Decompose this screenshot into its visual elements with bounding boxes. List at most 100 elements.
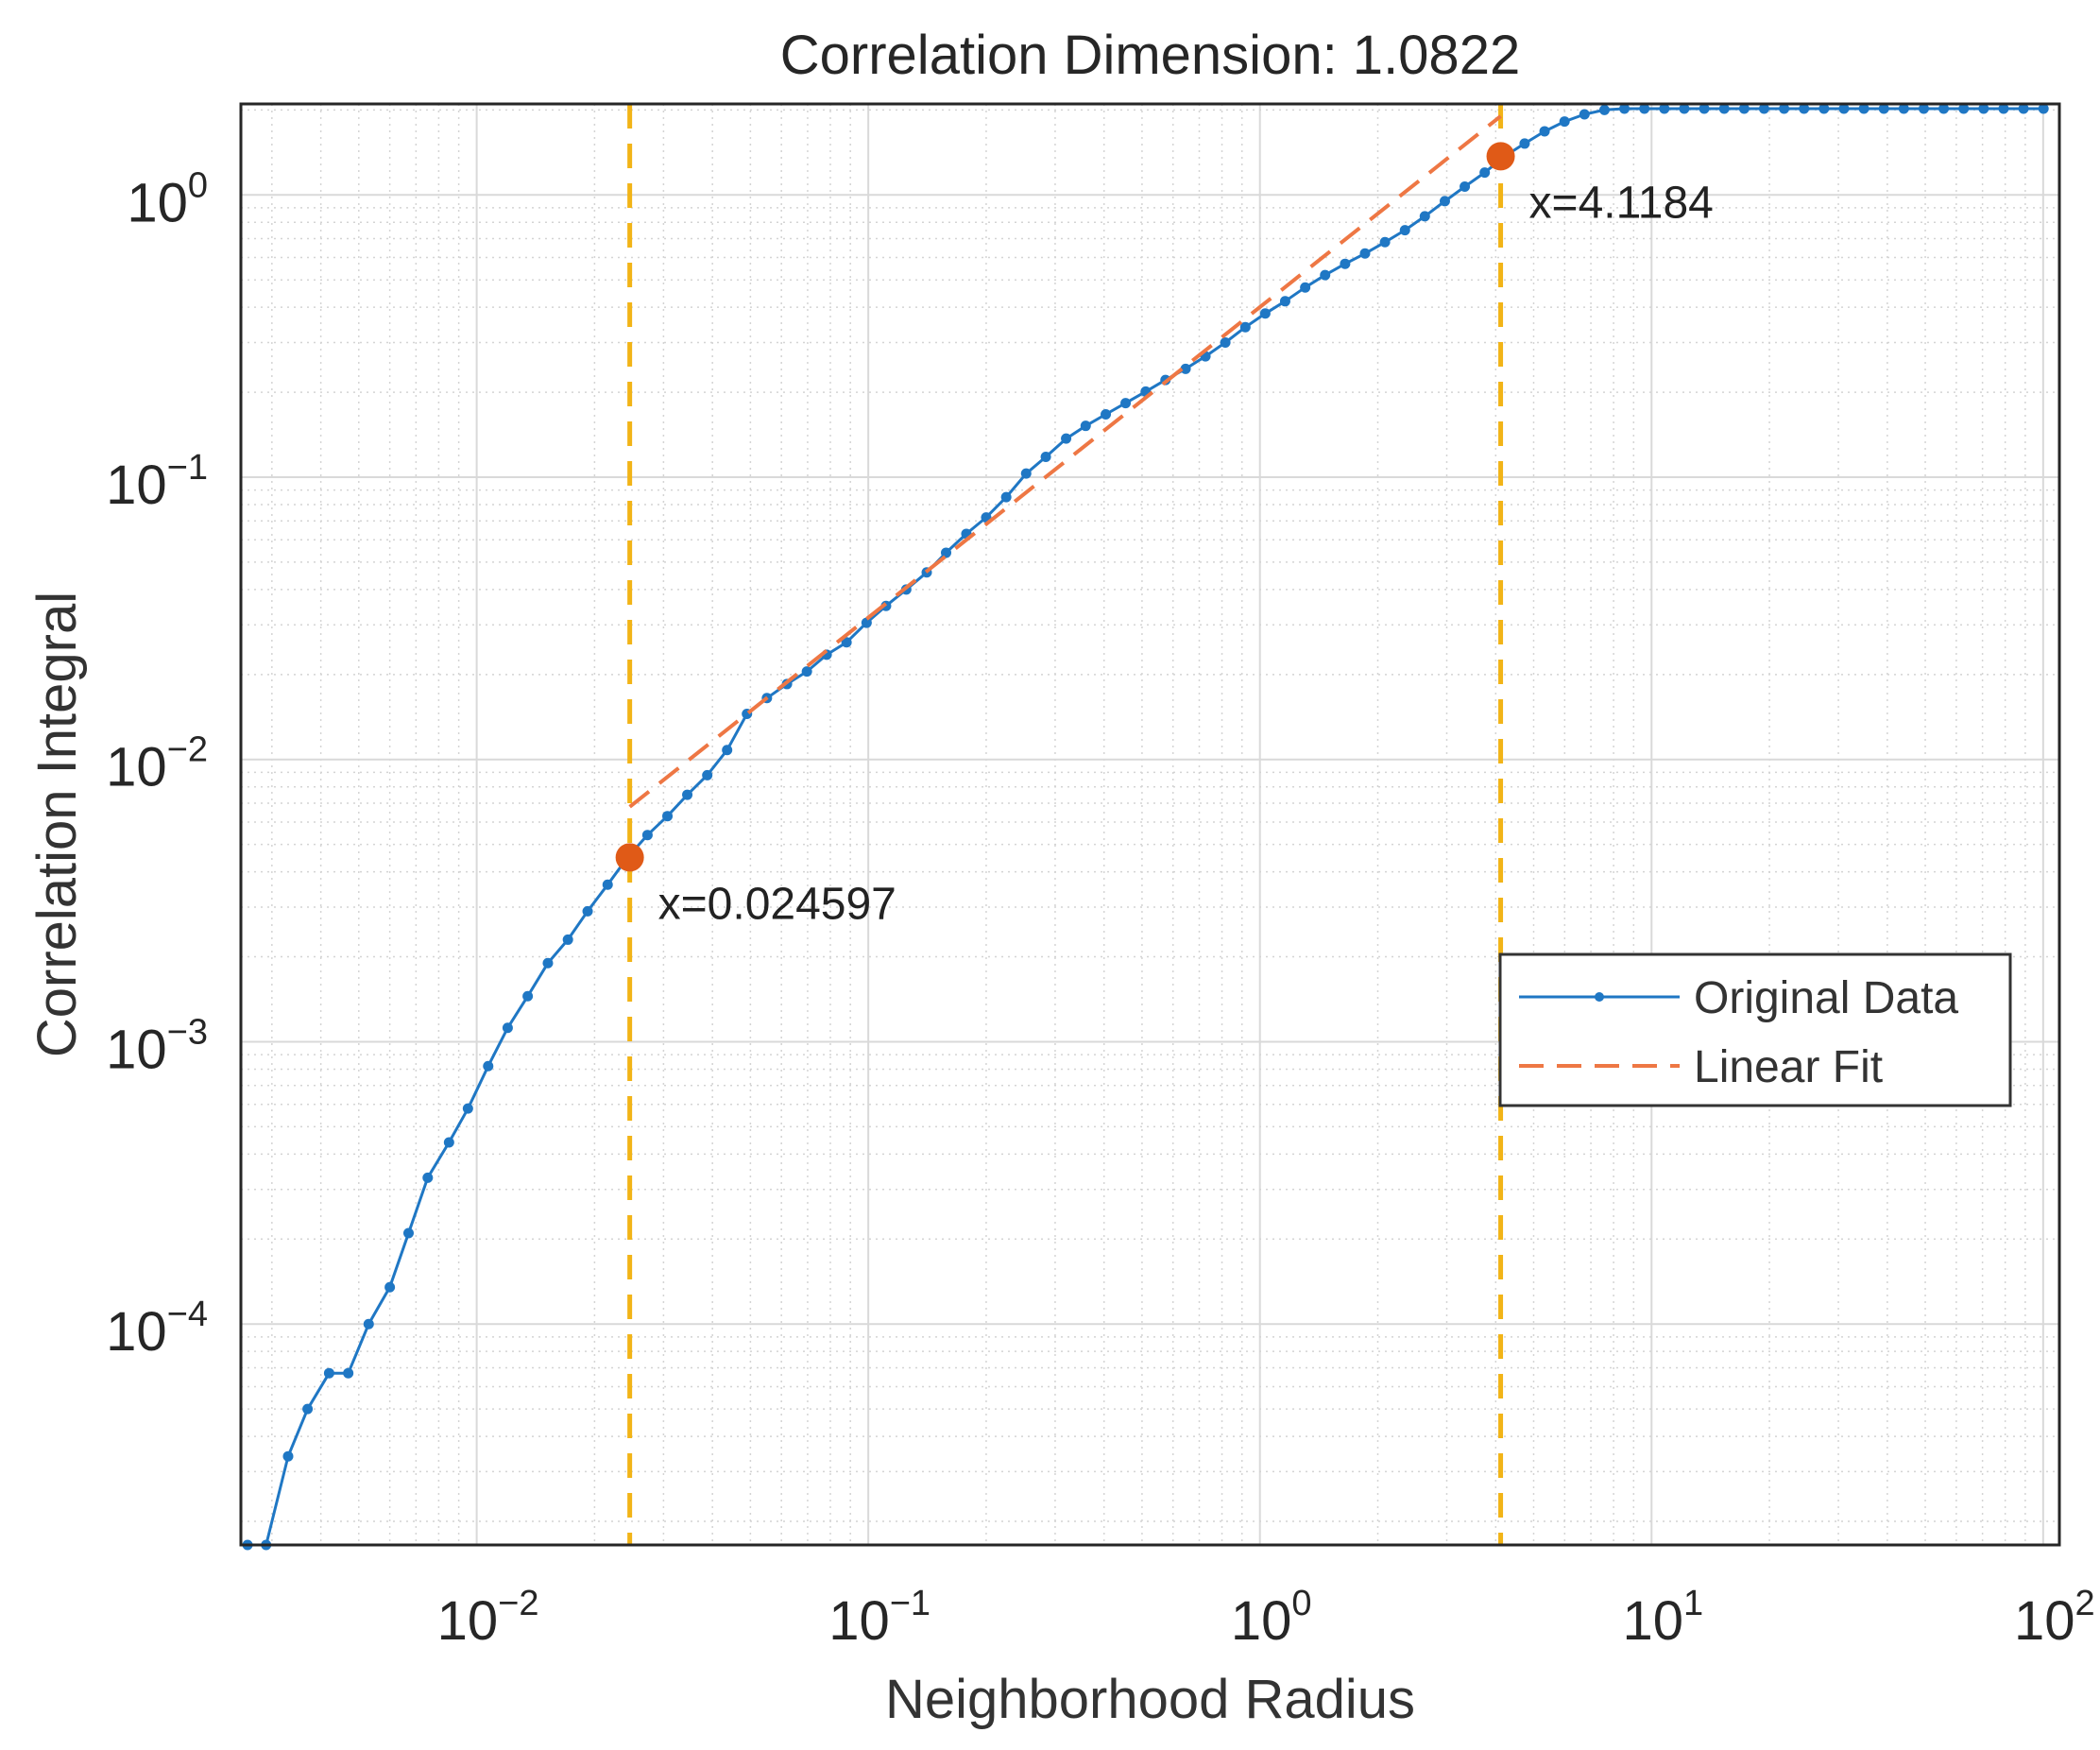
data-point (1419, 211, 1430, 222)
data-point (323, 1367, 334, 1379)
data-point (2018, 103, 2029, 114)
x-axis-label: Neighborhood Radius (885, 1669, 1415, 1730)
data-point (1738, 103, 1750, 114)
data-point (1818, 103, 1830, 114)
legend: Original Data Linear Fit (1498, 952, 2012, 1107)
y-axis-label: Correlation Integral (26, 592, 88, 1057)
y-tick-label: 10−3 (106, 1012, 208, 1080)
x-tick-label: 10−2 (437, 1584, 539, 1652)
marker-label-1: x=0.024597 (658, 879, 896, 929)
data-point (502, 1022, 513, 1034)
data-point (1340, 258, 1351, 269)
data-point (1898, 103, 1909, 114)
data-point (1379, 236, 1391, 248)
data-point (1080, 420, 1091, 432)
legend-box (1498, 952, 2012, 1107)
data-point (1918, 103, 1929, 114)
data-point (384, 1281, 396, 1293)
data-point (1598, 104, 1610, 115)
y-tick-label: 10−4 (106, 1295, 208, 1363)
data-point (1061, 433, 1072, 444)
data-point (542, 957, 554, 969)
data-point (1479, 167, 1491, 179)
data-point (1579, 109, 1590, 120)
data-point (1519, 138, 1530, 149)
data-point (602, 879, 613, 890)
data-point (1878, 103, 1889, 114)
data-point (562, 934, 573, 945)
threshold-lines (627, 104, 1504, 1545)
marker-2 (1486, 142, 1515, 171)
data-point (841, 637, 852, 648)
y-tick-label: 100 (127, 165, 208, 233)
plot-area (241, 104, 2059, 1545)
data-point (1978, 103, 1989, 114)
data-point (1000, 491, 1012, 503)
data-point (861, 617, 872, 628)
series-layer (242, 103, 2049, 1551)
data-point (1239, 321, 1251, 333)
data-point (641, 830, 653, 841)
data-point (1958, 103, 1970, 114)
series-line-linear-fit (628, 114, 1502, 809)
data-point (1020, 468, 1032, 479)
data-point (302, 1403, 314, 1415)
data-point (1799, 103, 1810, 114)
marker-1 (615, 843, 644, 872)
data-point (1359, 248, 1371, 259)
legend-swatch-dot (1595, 992, 1604, 1002)
axes-box (239, 102, 2061, 1547)
data-point (1120, 398, 1132, 409)
data-point (1619, 103, 1630, 114)
marker-label-2: x=4.1184 (1529, 178, 1714, 228)
x-tick-labels: 10−2 10−1 100 101 102 (437, 1584, 2095, 1652)
data-point (1320, 269, 1331, 281)
data-point (1259, 308, 1271, 319)
x-tick-label: 101 (1622, 1584, 1703, 1652)
data-point (2038, 103, 2049, 114)
x-tick-label: 100 (1231, 1584, 1312, 1652)
data-point (1399, 225, 1410, 236)
data-point (1040, 452, 1051, 463)
data-point (801, 666, 812, 678)
data-point (722, 745, 733, 756)
data-point (443, 1137, 454, 1148)
data-point (1779, 103, 1790, 114)
data-point (1101, 408, 1112, 420)
data-point (1439, 196, 1450, 207)
legend-label-linear-fit: Linear Fit (1694, 1042, 1883, 1092)
data-point (1180, 363, 1191, 374)
data-point (343, 1367, 354, 1379)
data-point (1539, 126, 1550, 137)
data-point (363, 1318, 374, 1330)
data-point (1858, 103, 1870, 114)
data-point (1659, 103, 1670, 114)
data-point (662, 811, 674, 822)
data-point (1300, 282, 1311, 293)
data-point (522, 990, 534, 1002)
data-point (1938, 103, 1950, 114)
data-point (1279, 296, 1290, 307)
legend-label-original-data: Original Data (1694, 973, 1958, 1023)
data-point (1460, 180, 1471, 192)
data-point (1838, 103, 1850, 114)
y-tick-labels: 10−4 10−3 10−2 10−1 100 (106, 165, 208, 1363)
chart-title: Correlation Dimension: 1.0822 (780, 25, 1520, 86)
data-point (1639, 103, 1650, 114)
data-point (483, 1060, 494, 1072)
markers-layer: x=0.024597 x=4.1184 (615, 142, 1714, 929)
data-point (1998, 103, 2009, 114)
y-tick-label: 10−1 (106, 448, 208, 516)
x-tick-label: 10−1 (828, 1584, 930, 1652)
data-point (941, 547, 952, 558)
data-point (1699, 103, 1710, 114)
x-tick-label: 102 (2014, 1584, 2095, 1652)
data-point (1679, 103, 1690, 114)
data-point (1758, 103, 1769, 114)
data-point (1718, 103, 1730, 114)
data-point (1559, 116, 1570, 128)
data-point (682, 789, 693, 800)
axes-frame (239, 102, 2061, 1547)
data-point (422, 1172, 434, 1183)
